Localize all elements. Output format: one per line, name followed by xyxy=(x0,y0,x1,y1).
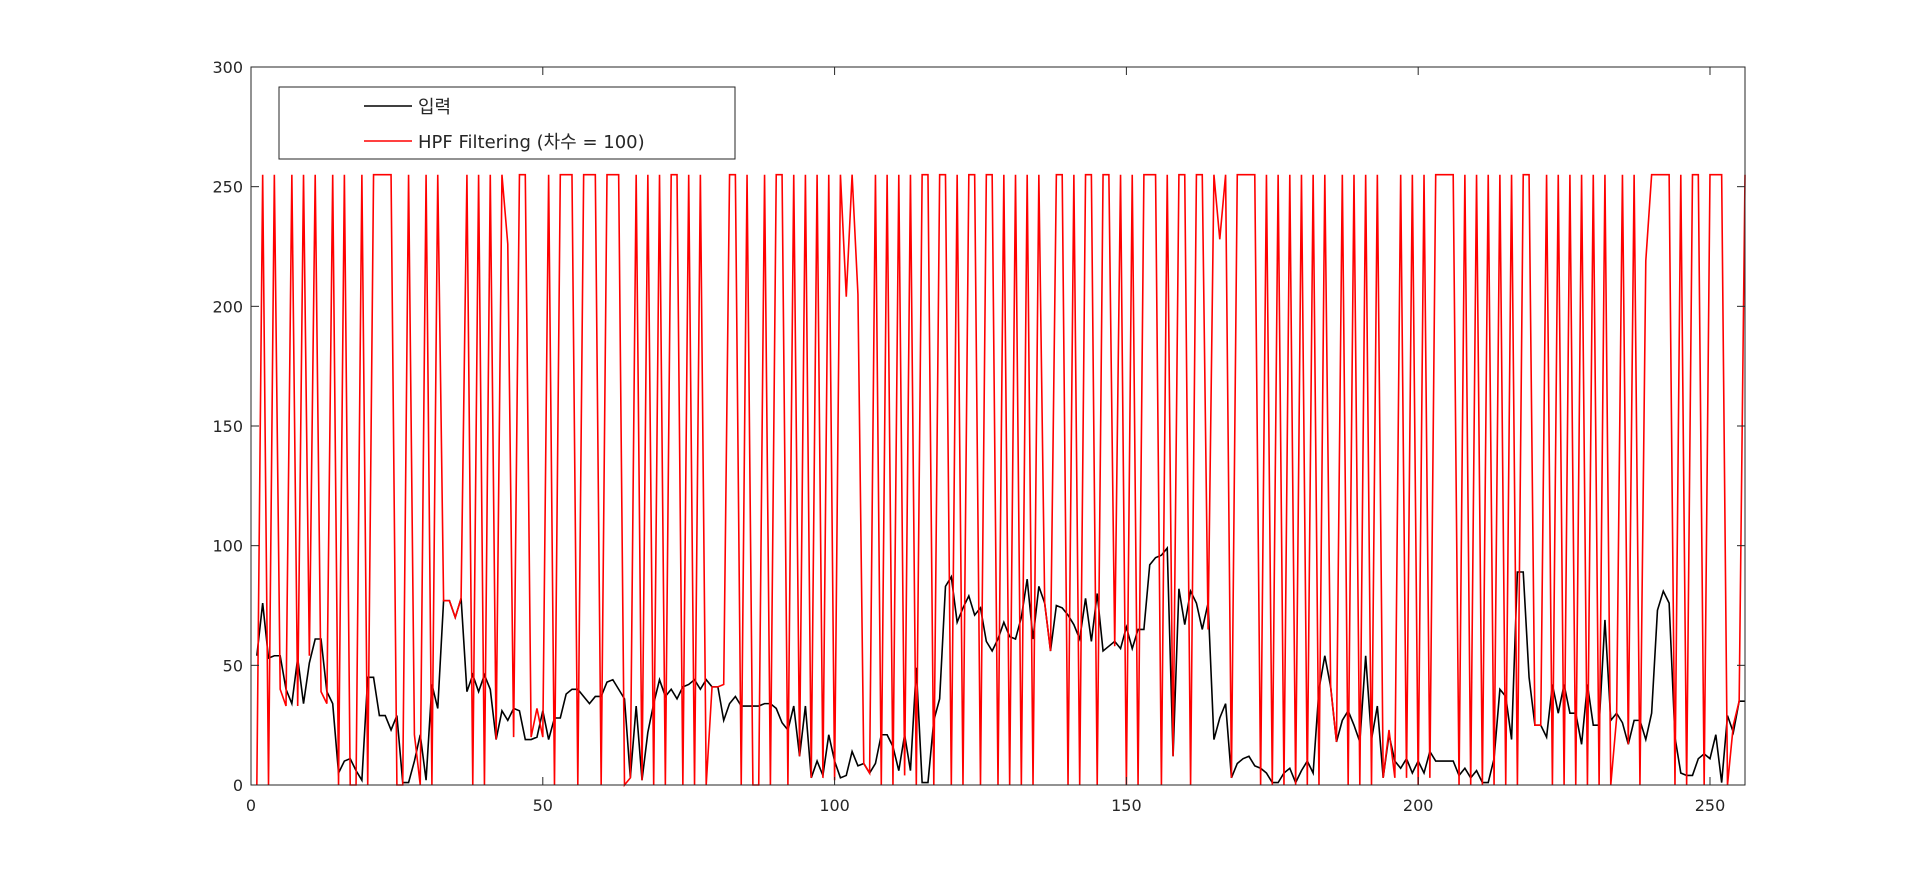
series-line-hpf xyxy=(256,173,1746,788)
x-tick-label: 100 xyxy=(819,796,850,815)
x-tick-label: 50 xyxy=(533,796,553,815)
y-tick-label: 200 xyxy=(212,297,243,316)
y-tick-label: 150 xyxy=(212,417,243,436)
y-tick-label: 100 xyxy=(212,537,243,556)
x-tick-label: 150 xyxy=(1111,796,1142,815)
legend-label-hpf: HPF Filtering (차수 = 100) xyxy=(418,132,645,153)
y-tick-label: 50 xyxy=(223,656,243,675)
series-line-input xyxy=(256,545,1745,785)
y-tick-label: 300 xyxy=(212,58,243,77)
legend: 입력 HPF Filtering (차수 = 100) xyxy=(278,86,736,160)
legend-label-input: 입력 xyxy=(418,97,451,118)
series-layer xyxy=(256,173,1746,788)
x-tick-label: 200 xyxy=(1403,796,1434,815)
x-tick-label: 250 xyxy=(1695,796,1726,815)
y-tick-label: 0 xyxy=(233,776,243,795)
legend-box xyxy=(278,86,736,160)
ticks-layer: 0 50 100 150 200 250 0 50 100 150 200 250 300 xyxy=(212,58,1745,815)
y-tick-label: 250 xyxy=(212,178,243,197)
x-tick-label: 0 xyxy=(246,796,256,815)
